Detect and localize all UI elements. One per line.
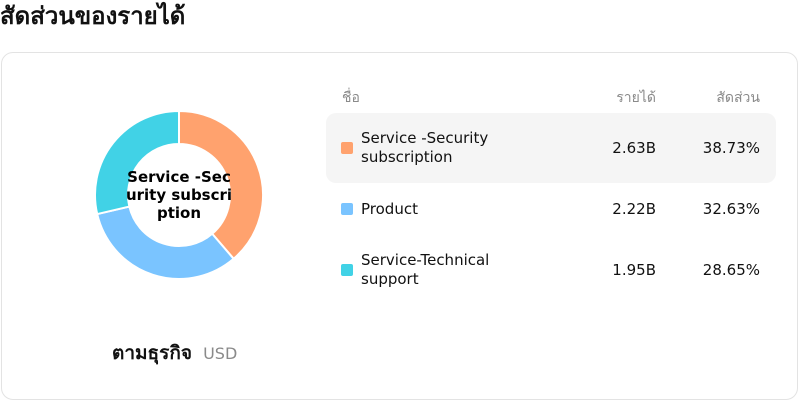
legend-swatch (341, 142, 353, 154)
row-name: Product (361, 199, 418, 218)
header-revenue: รายได้ (616, 90, 656, 106)
row-revenue: 2.22B (612, 200, 656, 218)
row-share: 32.63% (702, 200, 760, 218)
donut-svg (94, 110, 264, 280)
row-name: Service-Technical support (361, 251, 490, 288)
donut-slice[interactable] (178, 110, 264, 261)
donut-slice[interactable] (95, 205, 236, 280)
table-row[interactable]: Service-Technical support 1.95B 28.65% (326, 235, 776, 305)
legend-swatch (341, 203, 353, 215)
chart-footer: ตามธุรกิจ USD (112, 338, 237, 368)
table-row[interactable]: Product 2.22B 32.63% (326, 174, 776, 244)
donut-chart: Service -Security subscription (94, 110, 264, 280)
table-header: ชื่อ รายได้ สัดส่วน (326, 84, 776, 106)
currency-label: USD (203, 344, 238, 363)
row-name: Service -Security subscription (361, 129, 489, 166)
header-name: ชื่อ (342, 90, 360, 106)
row-share: 38.73% (702, 139, 760, 157)
row-revenue: 1.95B (612, 261, 656, 279)
legend-swatch (341, 264, 353, 276)
segment-label: ตามธุรกิจ (112, 342, 192, 364)
page-title: สัดส่วนของรายได้ (0, 2, 186, 30)
donut-slice[interactable] (94, 110, 180, 216)
donut-center-label: Service -Security subscription (125, 168, 233, 222)
header-share: สัดส่วน (716, 90, 760, 106)
row-share: 28.65% (702, 261, 760, 279)
row-revenue: 2.63B (612, 139, 656, 157)
table-row[interactable]: Service -Security subscription 2.63B 38.… (326, 113, 776, 183)
